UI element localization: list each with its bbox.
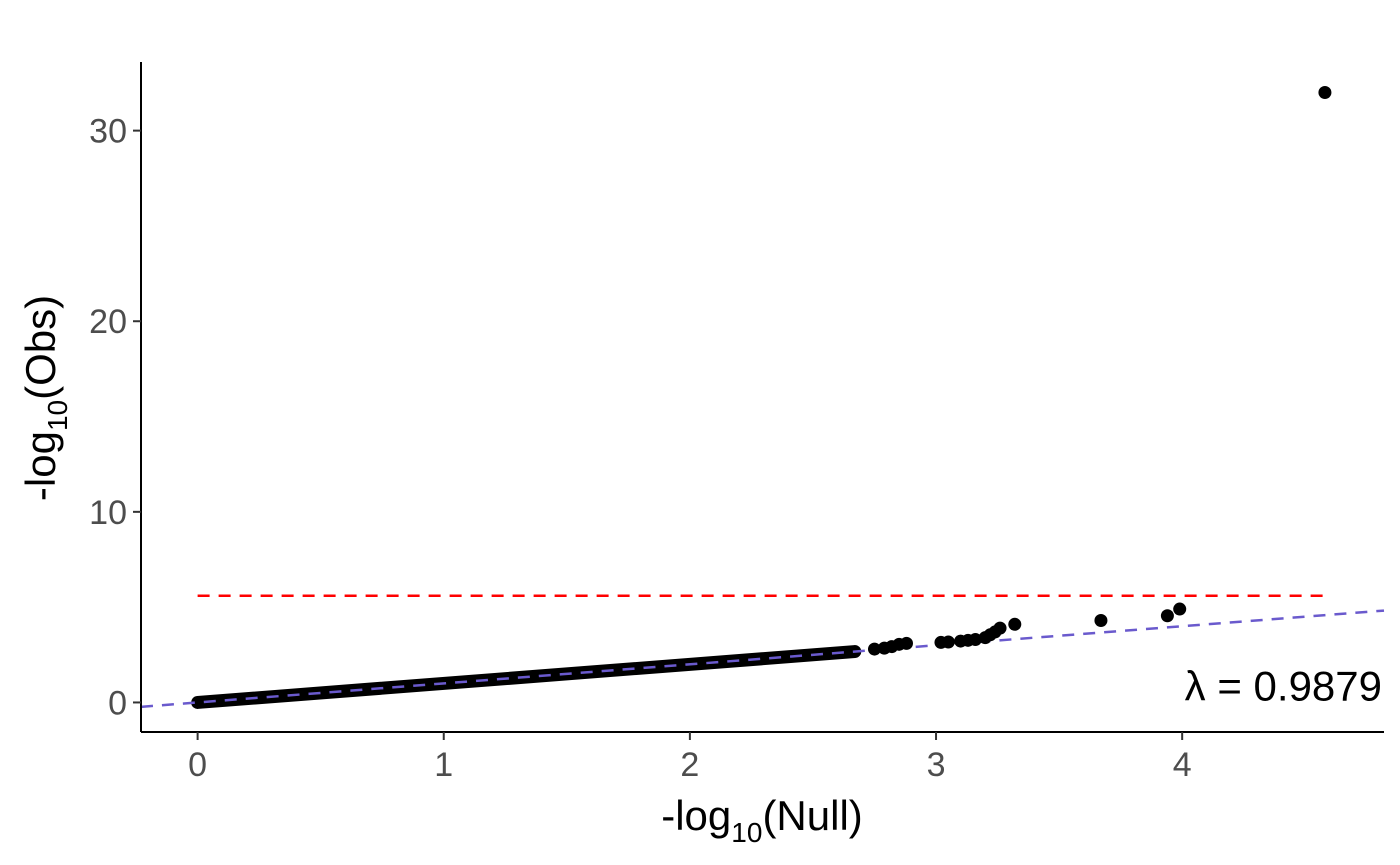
lambda-annotation: λ = 0.9879 bbox=[1185, 663, 1382, 710]
x-tick-label: 3 bbox=[927, 746, 946, 784]
expected-line bbox=[140, 609, 1385, 709]
data-point bbox=[1160, 609, 1174, 623]
data-point bbox=[968, 633, 982, 647]
x-tick-label: 0 bbox=[188, 746, 207, 784]
data-point bbox=[1008, 617, 1022, 631]
data-point bbox=[1318, 85, 1332, 99]
data-point bbox=[1173, 602, 1187, 616]
data-point bbox=[867, 642, 881, 656]
y-tick-label: 0 bbox=[108, 684, 127, 722]
data-point bbox=[1094, 613, 1108, 627]
y-axis-title: -log10(Obs) bbox=[17, 295, 73, 501]
y-tick-label: 30 bbox=[89, 113, 127, 151]
reference-lines bbox=[140, 594, 1385, 709]
x-axis-ticks: 0 1 2 3 4 bbox=[188, 732, 1192, 784]
data-point bbox=[899, 636, 913, 650]
data-point bbox=[993, 621, 1007, 635]
x-axis-title: -log10(Null) bbox=[661, 792, 863, 848]
data-points bbox=[867, 85, 1332, 656]
data-point bbox=[941, 635, 955, 649]
x-tick-label: 4 bbox=[1173, 746, 1192, 784]
y-axis-ticks: 0 10 20 30 bbox=[89, 113, 141, 722]
plot-area bbox=[140, 85, 1385, 709]
x-tick-label: 1 bbox=[434, 746, 453, 784]
y-tick-label: 20 bbox=[89, 303, 127, 341]
x-tick-label: 2 bbox=[680, 746, 699, 784]
y-tick-label: 10 bbox=[89, 494, 127, 532]
